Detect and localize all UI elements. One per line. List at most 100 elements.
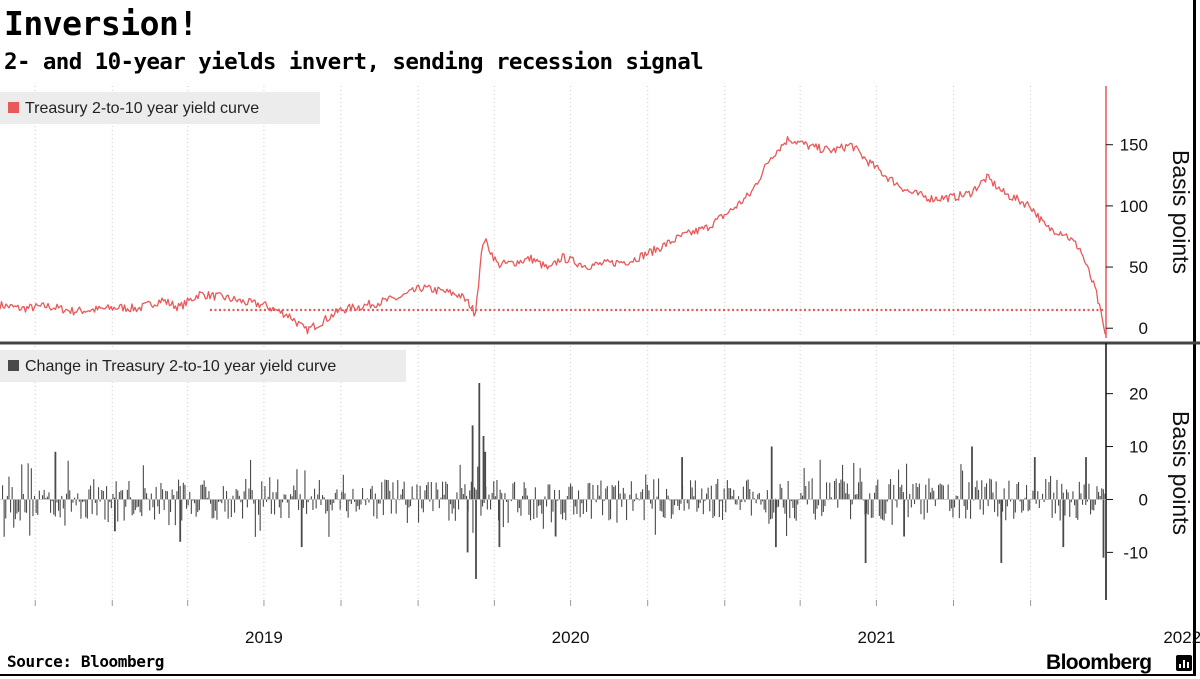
bar-change: [683, 499, 685, 511]
bar-change: [574, 499, 576, 507]
bar-change: [675, 499, 677, 501]
bar-change: [442, 481, 444, 500]
bar-change: [728, 488, 730, 500]
bar-change: [466, 499, 469, 553]
bar-change: [514, 481, 516, 500]
bar-change: [471, 425, 474, 500]
bar-change: [163, 499, 165, 510]
bar-change: [816, 499, 818, 509]
bar-change: [141, 499, 143, 516]
bar-change: [461, 488, 463, 500]
bar-change: [877, 479, 879, 500]
bar-change: [792, 499, 794, 508]
bar-change: [638, 499, 640, 501]
bar-change: [35, 499, 37, 514]
bar-change: [234, 499, 236, 513]
bar-change: [486, 499, 488, 510]
bar-change: [1085, 499, 1087, 505]
bar-change: [384, 479, 386, 500]
bar-change: [670, 499, 672, 519]
bar-change: [74, 497, 76, 500]
bar-change: [410, 499, 412, 507]
bar-change: [534, 487, 536, 500]
bar-change: [43, 489, 45, 500]
bar-change: [784, 499, 786, 514]
bar-change: [970, 499, 972, 519]
bar-change: [390, 499, 392, 514]
bar-change: [997, 499, 999, 517]
bar-change: [850, 499, 852, 520]
bar-change: [990, 479, 992, 500]
bar-change: [843, 481, 845, 500]
bar-change: [58, 499, 60, 511]
bar-change: [715, 483, 717, 500]
bar-change: [262, 499, 264, 507]
bar-change: [918, 483, 920, 500]
bar-change: [622, 487, 624, 500]
bar-change: [203, 480, 205, 500]
bar-change: [744, 499, 746, 503]
bar-change: [83, 499, 85, 502]
bar-change: [903, 499, 905, 537]
legend-swatch-change: [8, 360, 19, 371]
bar-change: [477, 466, 479, 500]
bar-change: [309, 498, 311, 500]
bar-change: [910, 499, 912, 508]
legend-box-curve: [0, 92, 320, 124]
bar-change: [1021, 499, 1023, 513]
bar-change: [568, 486, 570, 500]
bar-change: [208, 491, 210, 500]
bar-change: [808, 481, 810, 500]
bar-change: [659, 499, 661, 511]
bar-change: [762, 499, 764, 502]
bar-change: [426, 485, 428, 500]
bar-change: [848, 494, 850, 500]
bar-change: [470, 481, 472, 500]
bar-change: [1056, 479, 1058, 500]
bar-change: [896, 499, 898, 508]
bar-change: [133, 499, 135, 514]
bar-change: [619, 493, 621, 500]
bar-change: [859, 468, 861, 500]
bar-change: [142, 465, 144, 500]
y-tick-label: 50: [1129, 258, 1148, 277]
legend-label-change: Change in Treasury 2-to-10 year yield cu…: [25, 358, 336, 375]
bar-change: [93, 479, 95, 500]
bar-change: [150, 493, 152, 500]
bar-change: [82, 499, 84, 502]
legend-swatch-curve: [8, 102, 19, 113]
bar-change: [437, 489, 439, 500]
bar-change: [1027, 499, 1029, 512]
bar-change: [56, 499, 58, 503]
bar-change: [578, 490, 580, 500]
bar-change: [522, 495, 524, 500]
bar-change: [334, 492, 336, 500]
bar-change: [686, 499, 688, 504]
bar-change: [130, 497, 132, 500]
bar-change: [616, 499, 618, 523]
bar-change: [120, 490, 122, 500]
bar-change: [106, 486, 108, 500]
bar-change: [563, 499, 565, 513]
bar-change: [838, 483, 840, 500]
bar-change: [1086, 499, 1088, 502]
bar-change: [658, 478, 660, 500]
bar-change: [1074, 499, 1076, 506]
bar-change: [626, 499, 628, 521]
bar-change: [283, 494, 285, 500]
bar-change: [211, 499, 213, 519]
bar-change: [366, 498, 368, 500]
bar-change: [1051, 499, 1053, 518]
bar-change: [941, 484, 943, 500]
bar-change: [382, 499, 384, 516]
bar-change: [307, 499, 309, 503]
bar-change: [554, 490, 556, 500]
bar-change: [854, 494, 856, 500]
bar-change: [261, 481, 263, 500]
bar-change: [733, 489, 735, 500]
bar-change: [704, 499, 706, 502]
bar-change: [725, 499, 727, 513]
bar-change: [662, 499, 664, 518]
bar-change: [573, 499, 575, 515]
bar-change: [498, 499, 501, 548]
